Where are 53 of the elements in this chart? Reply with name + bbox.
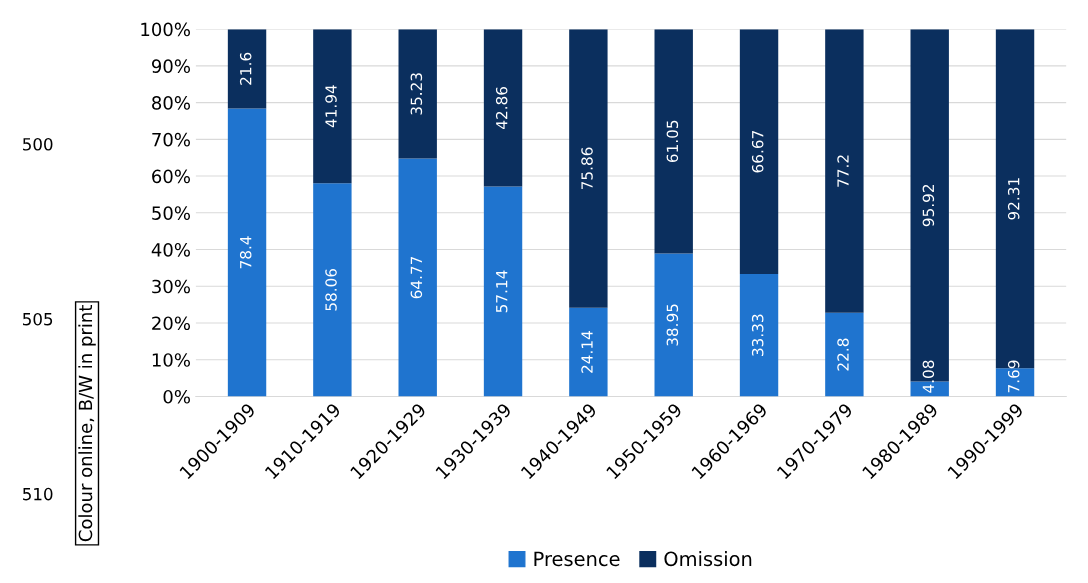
data-label: 21.6 — [239, 52, 252, 85]
data-label: 57.14 — [496, 270, 508, 313]
y-tick-label: 0% — [163, 389, 190, 404]
y-tick-label: 10% — [152, 353, 190, 367]
text: 505 — [23, 312, 53, 326]
data-label: 77.2 — [837, 155, 849, 187]
data-label: 35.23 — [410, 73, 423, 115]
data-label: 78.4 — [239, 236, 252, 269]
data-label: 58.06 — [325, 268, 337, 311]
data-label: 33.33 — [751, 314, 764, 356]
bar — [654, 253, 693, 397]
text: 510 — [23, 487, 53, 501]
bar — [313, 183, 352, 397]
bar — [313, 29, 352, 184]
legend-label: Presence — [534, 551, 620, 567]
data-label: 22.8 — [837, 338, 849, 371]
bar — [227, 29, 267, 109]
data-label: 4.08 — [922, 360, 935, 393]
bar — [739, 274, 779, 397]
bar — [483, 29, 523, 187]
bar — [825, 312, 864, 397]
bar — [654, 29, 693, 254]
data-label: 24.14 — [581, 331, 593, 373]
bar — [825, 29, 864, 313]
bar — [227, 108, 267, 397]
data-label: 41.94 — [325, 85, 337, 128]
y-tick-label: 100% — [141, 22, 190, 37]
legend-label: Omission — [664, 551, 752, 567]
y-tick-label: 20% — [152, 316, 190, 331]
data-label: 64.77 — [410, 256, 423, 299]
y-tick-label: 50% — [152, 206, 190, 220]
data-label: 61.05 — [666, 120, 679, 163]
bar — [739, 29, 779, 275]
bar — [483, 186, 523, 397]
y-tick-label: 40% — [151, 242, 190, 257]
data-label: 92.31 — [1007, 178, 1020, 220]
data-label: 7.69 — [1007, 360, 1020, 393]
bar — [569, 307, 608, 397]
y-tick-label: 90% — [151, 59, 190, 73]
data-label: 66.67 — [751, 131, 764, 173]
bar — [569, 29, 608, 308]
y-tick-label: 30% — [152, 279, 190, 294]
bar — [398, 158, 437, 397]
data-label: 95.92 — [922, 184, 935, 227]
data-label: 38.95 — [666, 304, 679, 346]
text: Colour online, B/W in print — [78, 305, 96, 542]
y-tick-label: 60% — [152, 169, 190, 184]
bar — [398, 29, 437, 159]
y-tick-label: 80% — [152, 96, 190, 110]
y-tick-label: 70% — [152, 132, 190, 147]
text: 500 — [23, 137, 53, 151]
data-label: 42.86 — [495, 86, 508, 129]
data-label: 75.86 — [581, 147, 593, 190]
